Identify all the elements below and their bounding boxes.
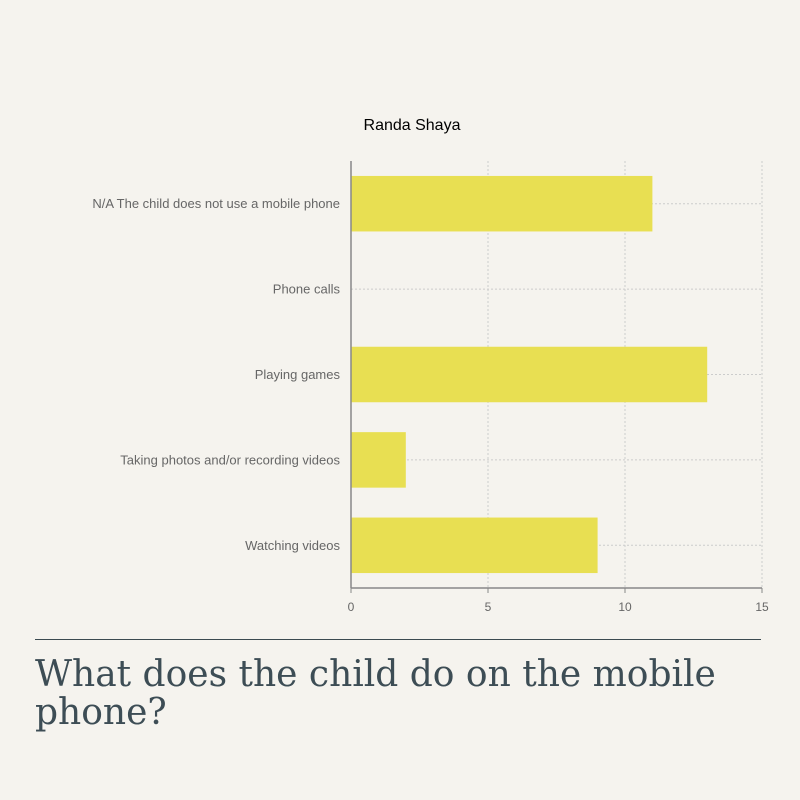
x-tick-label-0: 0 [348, 600, 355, 614]
category-label-2: Playing games [255, 367, 341, 382]
category-labels: N/A The child does not use a mobile phon… [92, 196, 340, 553]
x-tick-label-3: 15 [755, 600, 769, 614]
x-tick-label-1: 5 [485, 600, 492, 614]
category-label-0: N/A The child does not use a mobile phon… [92, 196, 340, 211]
bar-3 [351, 432, 406, 488]
category-label-1: Phone calls [273, 282, 341, 297]
x-tick-labels: 0 5 10 15 [348, 588, 769, 614]
bar-chart: Randa Shaya N/A The child does not use a… [92, 117, 769, 614]
question-heading: What does the child do on the mobile pho… [35, 654, 716, 733]
bar-4 [351, 517, 598, 574]
x-tick-label-2: 10 [618, 600, 632, 614]
bar-0 [351, 175, 653, 232]
bar-2 [351, 346, 708, 403]
category-label-3: Taking photos and/or recording videos [120, 452, 340, 467]
divider-line [35, 639, 761, 640]
axes [350, 161, 762, 589]
chart-title: Randa Shaya [364, 117, 461, 134]
category-label-4: Watching videos [245, 538, 340, 553]
bars [351, 175, 708, 574]
